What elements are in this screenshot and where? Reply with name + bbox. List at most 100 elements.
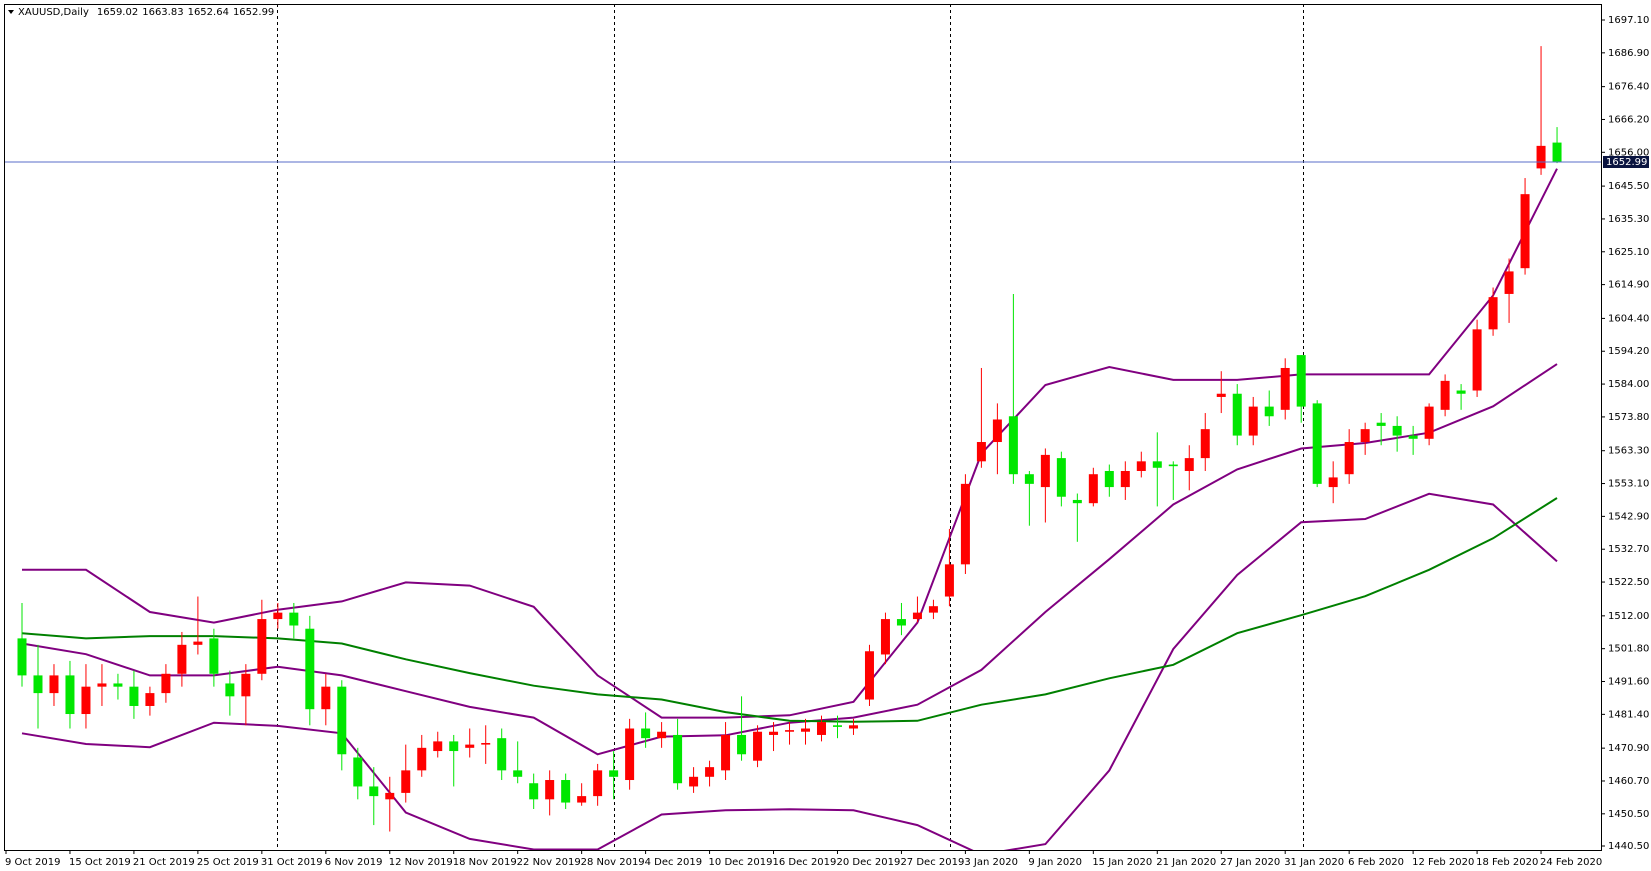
y-tick-label: 1676.40 xyxy=(1608,82,1649,93)
candle-body xyxy=(33,675,43,694)
candle-body xyxy=(417,747,427,771)
menu-triangle[interactable] xyxy=(8,10,14,14)
candle-body xyxy=(1504,271,1514,294)
y-tick-label: 1584.00 xyxy=(1608,379,1649,390)
candle-body xyxy=(513,770,523,777)
candle-body xyxy=(832,725,842,727)
candle-body xyxy=(337,686,347,755)
candle-body xyxy=(992,419,1002,443)
x-tick-label: 27 Dec 2019 xyxy=(900,857,964,868)
candle-body xyxy=(880,619,890,655)
candle-body xyxy=(433,741,443,752)
candle-body xyxy=(97,683,107,687)
candle-body xyxy=(785,730,795,732)
y-tick-label: 1460.70 xyxy=(1608,776,1649,787)
candle-body xyxy=(928,606,938,613)
candle-body xyxy=(401,770,411,793)
x-tick-label: 18 Nov 2019 xyxy=(453,857,517,868)
candle-body xyxy=(1536,145,1546,169)
candle-body xyxy=(1312,403,1322,484)
candle-body xyxy=(561,780,571,803)
y-tick-label: 1604.40 xyxy=(1608,313,1649,324)
header-close: 1652.99 xyxy=(233,7,274,18)
candle-body xyxy=(673,734,683,784)
candle-body xyxy=(193,641,203,645)
candle-body xyxy=(177,644,187,674)
x-tick-label: 12 Feb 2020 xyxy=(1412,857,1474,868)
candle-body xyxy=(1424,406,1434,439)
x-tick-label: 15 Oct 2019 xyxy=(69,857,131,868)
candle-body xyxy=(241,673,251,697)
y-tick-label: 1522.50 xyxy=(1608,577,1649,588)
price-label-box xyxy=(1603,155,1649,168)
candle-body xyxy=(1008,416,1018,475)
y-tick-label: 1666.20 xyxy=(1608,114,1649,125)
candle-body xyxy=(609,770,619,777)
candle-body xyxy=(1072,499,1082,504)
x-tick-label: 16 Dec 2019 xyxy=(773,857,837,868)
x-tick-label: 21 Oct 2019 xyxy=(133,857,195,868)
candle-body xyxy=(369,786,379,797)
candle-body xyxy=(1216,393,1226,397)
y-tick-label: 1645.50 xyxy=(1608,181,1649,192)
candle-body xyxy=(1280,367,1290,410)
candle-body xyxy=(769,731,779,735)
candle-body xyxy=(1360,429,1370,443)
candle-body xyxy=(817,722,826,735)
candle-body xyxy=(1056,458,1066,497)
candle-body xyxy=(1408,435,1418,439)
candle-body xyxy=(1456,390,1466,394)
candle-body xyxy=(1264,406,1274,417)
header-low: 1652.64 xyxy=(188,7,229,18)
candle-body xyxy=(481,742,491,745)
header: XAUUSD,Daily 1659.02 1663.83 1652.64 1652.99 xyxy=(18,7,274,18)
x-tick-label: 31 Oct 2019 xyxy=(261,857,323,868)
y-tick-label: 1686.90 xyxy=(1608,48,1649,59)
x-tick-label: 9 Oct 2019 xyxy=(5,857,60,868)
x-tick-label: 25 Oct 2019 xyxy=(197,857,259,868)
candle-body xyxy=(1136,461,1146,471)
y-tick-label: 1512.00 xyxy=(1608,611,1649,622)
y-tick-label: 1542.90 xyxy=(1608,511,1649,522)
y-tick-label: 1481.40 xyxy=(1608,709,1649,720)
candle-body xyxy=(593,770,603,797)
x-tick-label: 6 Feb 2020 xyxy=(1348,857,1404,868)
x-tick-label: 12 Nov 2019 xyxy=(389,857,453,868)
candle-body xyxy=(641,728,651,739)
candle-body xyxy=(1248,406,1258,436)
axes: 1697.10 1686.90 1676.40 1666.20 1656.00 1645.… xyxy=(5,15,1649,868)
x-tick-label: 28 Nov 2019 xyxy=(581,857,645,868)
candle-body xyxy=(497,738,507,771)
candle-body xyxy=(1088,474,1098,504)
y-tick-label: 1470.90 xyxy=(1608,743,1649,754)
candle-body xyxy=(1488,297,1498,330)
indicator-line xyxy=(21,497,1558,723)
x-tick-label: 3 Jan 2020 xyxy=(964,857,1018,868)
candle-body xyxy=(1296,355,1306,407)
candle-body xyxy=(1120,470,1130,488)
x-tick-label: 31 Jan 2020 xyxy=(1284,857,1344,868)
x-tick-label: 18 Feb 2020 xyxy=(1476,857,1538,868)
candle-body xyxy=(721,734,731,771)
y-tick-label: 1491.60 xyxy=(1608,677,1649,688)
candle-body xyxy=(960,483,970,565)
candle-body xyxy=(305,628,315,710)
candle-body xyxy=(65,675,75,715)
price-label: 1652.99 xyxy=(1606,157,1647,168)
y-tick-label: 1697.10 xyxy=(1608,15,1649,26)
x-tick-label: 20 Dec 2019 xyxy=(836,857,900,868)
y-tick-label: 1553.10 xyxy=(1608,479,1649,490)
y-tick-label: 1635.30 xyxy=(1608,214,1649,225)
candles xyxy=(4,46,1601,832)
candle-body xyxy=(1200,429,1210,459)
candle-body xyxy=(1552,142,1562,162)
candle-body xyxy=(49,675,59,694)
candle-body xyxy=(385,792,395,800)
x-tick-label: 24 Feb 2020 xyxy=(1540,857,1602,868)
candle-body xyxy=(1472,329,1482,391)
x-tick-label: 4 Dec 2019 xyxy=(645,857,703,868)
candle-body xyxy=(1168,464,1178,467)
x-tick-label: 10 Dec 2019 xyxy=(709,857,773,868)
y-tick-label: 1573.80 xyxy=(1608,412,1649,423)
